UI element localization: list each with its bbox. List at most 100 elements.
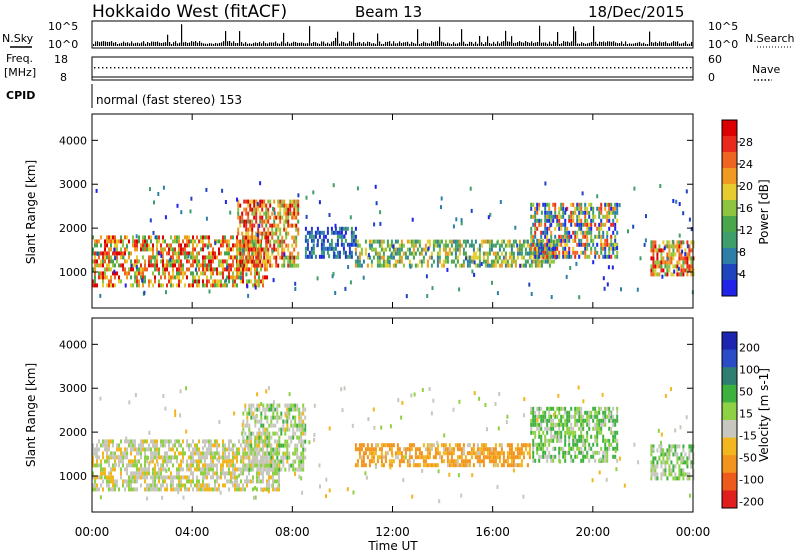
data-cell xyxy=(144,259,146,264)
data-cell xyxy=(581,191,584,196)
data-cell xyxy=(666,476,669,481)
nsky-bar xyxy=(159,42,161,46)
nsky-bar xyxy=(183,42,185,46)
data-cell xyxy=(232,475,234,480)
data-cell xyxy=(388,447,391,452)
data-cell xyxy=(98,275,100,280)
data-cell xyxy=(194,447,196,452)
data-cell xyxy=(494,463,497,468)
data-cell xyxy=(273,207,276,212)
data-cell xyxy=(172,239,174,244)
data-cell xyxy=(136,447,138,452)
data-cell xyxy=(544,242,547,247)
data-cell xyxy=(414,251,417,256)
data-cell xyxy=(172,443,174,448)
data-cell xyxy=(534,263,537,268)
data-cell xyxy=(257,263,260,268)
data-cell xyxy=(378,239,381,244)
data-cell xyxy=(146,247,148,252)
data-cell xyxy=(244,443,247,448)
data-cell xyxy=(326,226,329,231)
data-cell xyxy=(660,432,663,437)
data-cell xyxy=(558,426,561,431)
data-cell xyxy=(246,479,248,484)
data-cell xyxy=(259,215,262,220)
data-cell xyxy=(342,226,345,231)
data-cell xyxy=(612,242,615,247)
data-cell xyxy=(226,239,228,244)
data-cell xyxy=(434,239,437,244)
data-cell xyxy=(466,443,469,448)
data-cell xyxy=(633,442,636,447)
data-cell xyxy=(224,475,226,480)
nsky-bar xyxy=(661,42,663,46)
data-cell xyxy=(260,467,262,472)
data-cell xyxy=(124,271,126,276)
data-cell xyxy=(680,264,683,269)
data-cell xyxy=(294,459,297,464)
data-cell xyxy=(157,192,160,196)
data-cell xyxy=(298,459,301,464)
nsky-bar xyxy=(239,31,241,46)
data-cell xyxy=(140,443,142,448)
data-cell xyxy=(612,250,615,255)
data-cell xyxy=(246,419,249,424)
data-cell xyxy=(536,250,539,255)
data-cell xyxy=(138,283,140,288)
nsky-bar xyxy=(613,41,615,46)
nave-dot xyxy=(586,67,588,69)
data-cell xyxy=(158,467,160,472)
data-cell xyxy=(290,463,293,468)
data-cell xyxy=(512,459,515,464)
nsky-bar xyxy=(571,41,573,46)
data-cell xyxy=(592,238,595,243)
data-cell xyxy=(186,467,188,472)
data-cell xyxy=(177,490,180,495)
data-cell xyxy=(228,267,230,272)
data-cell xyxy=(598,426,601,431)
data-cell xyxy=(612,222,615,227)
nsky-bar xyxy=(465,43,467,46)
data-cell xyxy=(160,259,162,264)
y-tick-label: 2000 xyxy=(59,426,87,439)
data-cell xyxy=(172,487,174,492)
nave-dot xyxy=(474,67,476,69)
nsky-bar xyxy=(673,41,675,46)
data-cell xyxy=(386,243,389,248)
data-cell xyxy=(520,263,523,268)
data-cell xyxy=(566,426,569,431)
data-cell xyxy=(304,447,307,452)
data-cell xyxy=(268,443,271,448)
data-cell xyxy=(118,279,120,284)
data-cell xyxy=(606,414,609,419)
data-cell xyxy=(492,243,495,248)
data-cell xyxy=(206,455,208,460)
data-cell xyxy=(120,447,122,452)
data-cell xyxy=(454,251,457,256)
data-cell xyxy=(564,422,567,427)
data-cell xyxy=(520,255,523,260)
data-cell xyxy=(178,475,180,480)
data-cell xyxy=(94,479,96,484)
data-cell xyxy=(130,439,132,444)
data-cell xyxy=(558,226,561,231)
data-cell xyxy=(372,255,375,260)
data-cell xyxy=(180,259,182,264)
data-cell xyxy=(448,472,451,477)
data-cell xyxy=(162,283,164,288)
data-cell xyxy=(546,422,549,427)
data-cell xyxy=(192,471,194,476)
data-cell xyxy=(256,447,258,452)
data-cell xyxy=(598,226,601,231)
data-cell xyxy=(180,267,182,272)
data-cell xyxy=(500,239,503,244)
data-cell xyxy=(494,263,497,268)
data-cell xyxy=(566,250,569,255)
data-cell xyxy=(210,267,212,272)
data-cell xyxy=(478,463,481,468)
data-cell xyxy=(560,206,563,211)
data-cell xyxy=(204,267,206,272)
data-cell xyxy=(312,238,315,243)
data-cell xyxy=(526,443,529,448)
data-cell xyxy=(375,464,377,469)
